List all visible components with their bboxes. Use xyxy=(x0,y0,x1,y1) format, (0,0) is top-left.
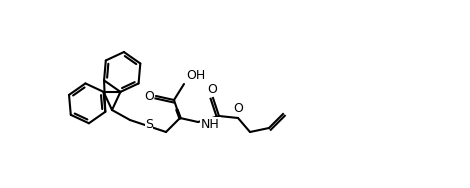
Text: OH: OH xyxy=(186,69,205,82)
Text: O: O xyxy=(207,83,217,96)
Text: NH: NH xyxy=(201,118,220,131)
Text: S: S xyxy=(145,118,153,130)
Text: O: O xyxy=(233,102,243,115)
Text: O: O xyxy=(144,89,154,102)
